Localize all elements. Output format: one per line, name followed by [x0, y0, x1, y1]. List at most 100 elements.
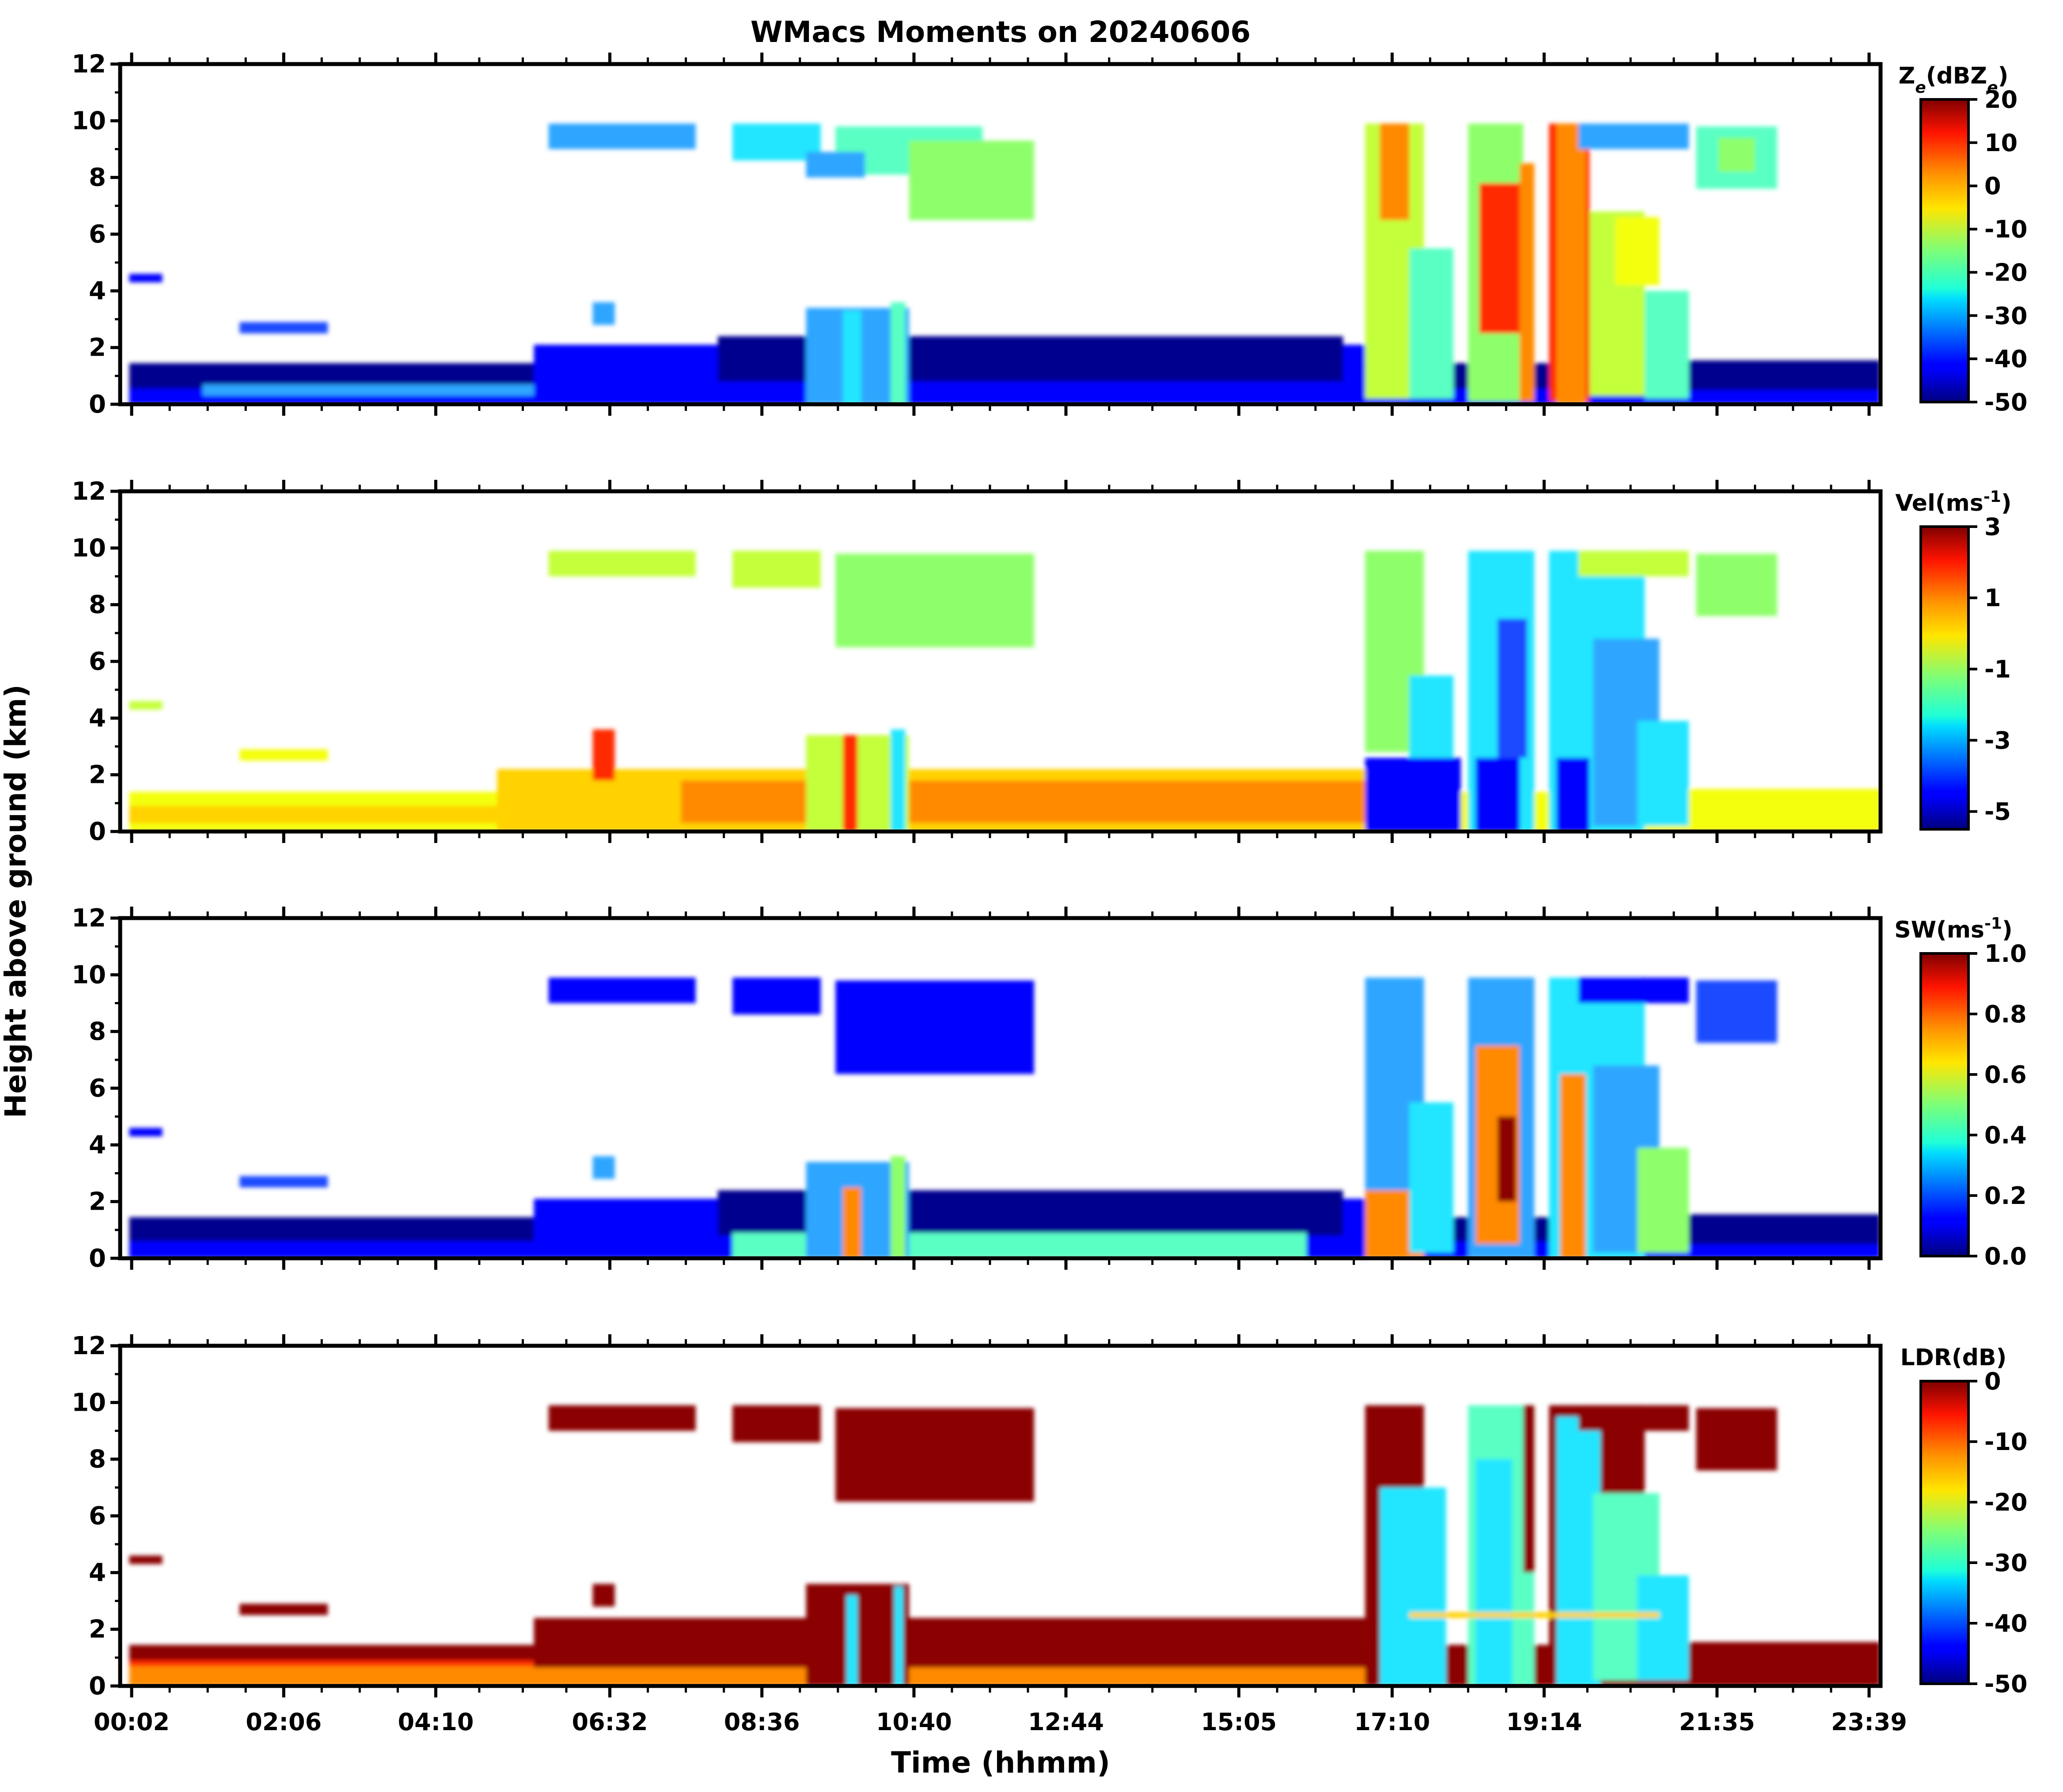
echo-region	[909, 140, 1034, 220]
y-tick-label: 6	[89, 1502, 106, 1530]
colorbar-tick-label: -40	[1984, 1610, 2028, 1637]
y-tick-label: 0	[89, 1672, 106, 1701]
colorbar-reflectivity	[1919, 98, 1970, 403]
colorbar-tick-label: 10	[1984, 129, 2017, 157]
colorbar-tick-label: 0.8	[1984, 1000, 2027, 1028]
echo-region	[1409, 1612, 1660, 1618]
echo-region	[1475, 758, 1520, 831]
colorbar-tick-label: -3	[1984, 727, 2011, 755]
echo-region	[835, 1408, 1034, 1502]
echo-region	[1578, 551, 1689, 577]
echo-region	[1637, 1575, 1689, 1681]
echo-region	[1718, 137, 1755, 172]
echo-region	[1578, 123, 1689, 149]
x-tick-label: 12:44	[1028, 1708, 1104, 1736]
y-tick-label: 8	[89, 163, 106, 192]
y-tick-label: 12	[72, 477, 106, 506]
heatmap-spectrum_width	[129, 977, 1880, 1258]
echo-region	[1556, 123, 1586, 404]
y-tick-label: 12	[72, 1332, 106, 1360]
echo-region	[842, 735, 858, 831]
shared-x-axis-label: Time (hhmm)	[891, 1746, 1110, 1780]
echo-region	[548, 123, 696, 149]
echo-region	[1519, 163, 1535, 402]
echo-region	[732, 1405, 821, 1443]
colorbar-tick-label: -50	[1984, 388, 2028, 416]
echo-region	[835, 554, 1034, 647]
echo-region	[1615, 217, 1660, 285]
figure-title: WMacs Moments on 20240606	[751, 15, 1251, 49]
y-tick-label: 4	[89, 277, 106, 305]
echo-region	[1688, 789, 1880, 831]
y-tick-label: 6	[89, 1074, 106, 1103]
echo-region	[1696, 1408, 1777, 1471]
colorbar-tick-label: -30	[1984, 1549, 2028, 1577]
echo-region	[1380, 1487, 1446, 1686]
colorbar-tick-label: 0.2	[1984, 1182, 2027, 1210]
x-tick-label: 21:35	[1679, 1708, 1755, 1736]
heatmap-ldr	[129, 1405, 1880, 1686]
echo-region	[1475, 1459, 1513, 1686]
echo-region	[129, 273, 163, 283]
echo-region	[592, 302, 615, 325]
echo-region	[239, 1603, 328, 1615]
echo-region	[1645, 291, 1689, 399]
echo-region	[1578, 1405, 1689, 1431]
colorbar-tick-label: -50	[1984, 1670, 2028, 1698]
echo-region	[534, 1667, 1365, 1686]
y-tick-label: 10	[72, 106, 106, 135]
colorbar-tick-label: -30	[1984, 302, 2028, 330]
echo-region	[891, 1156, 906, 1258]
echo-region	[835, 980, 1034, 1074]
echo-region	[548, 1405, 696, 1431]
echo-region	[1696, 554, 1777, 616]
echo-region	[1688, 1642, 1880, 1686]
echo-region	[129, 806, 497, 823]
y-tick-label: 12	[72, 50, 106, 79]
y-tick-label: 6	[89, 220, 106, 249]
echo-region	[548, 551, 696, 577]
echo-region	[1409, 676, 1454, 758]
colorbar-tick-label: 0	[1984, 172, 2001, 200]
heatmap-reflectivity	[129, 123, 1880, 404]
y-tick-label: 2	[89, 1188, 106, 1216]
colorbar-ldr	[1919, 1380, 1970, 1685]
y-tick-label: 4	[89, 1558, 106, 1587]
echo-region	[1696, 980, 1777, 1043]
echo-region	[129, 1128, 163, 1137]
echo-region	[592, 729, 615, 781]
panel-velocity: 0 2 4 6 8 10 12 3 1 -1 -3 -5 Vel(ms-1)	[72, 477, 2012, 846]
y-tick-label: 10	[72, 1388, 106, 1417]
echo-region	[1498, 1116, 1516, 1202]
colorbar-tick-label: -1	[1984, 655, 2011, 683]
colorbar-label: LDR(dB)	[1900, 1344, 2007, 1371]
x-tick-label: 15:05	[1201, 1708, 1277, 1736]
echo-region	[891, 302, 906, 404]
x-tick-label: 08:36	[724, 1708, 800, 1736]
colorbar-tick-label: -10	[1984, 1428, 2028, 1456]
shared-y-axis-label: Height above ground (km)	[0, 684, 33, 1118]
panel-ldr: 0 2 4 6 8 10 12 00:02 02:06 04:10 06:32 08:36 10:40 1…	[72, 1332, 2028, 1736]
x-tick-label: 04:10	[398, 1708, 474, 1736]
x-tick-label: 23:39	[1831, 1708, 1907, 1736]
colorbar-tick-label: 0.0	[1984, 1242, 2027, 1270]
colorbar-label: Vel(ms-1)	[1895, 488, 2011, 517]
echo-region	[1479, 183, 1520, 334]
echo-region	[732, 977, 821, 1015]
x-tick-label: 17:10	[1354, 1708, 1430, 1736]
colorbar-tick-label: 0.6	[1984, 1061, 2027, 1089]
y-tick-label: 8	[89, 591, 106, 619]
colorbar-tick-label: -20	[1984, 258, 2028, 286]
echo-region	[681, 780, 1365, 823]
echo-region	[806, 152, 865, 178]
x-tick-label: 00:02	[94, 1708, 170, 1736]
echo-region	[1498, 619, 1527, 758]
echo-region	[1409, 248, 1454, 399]
colorbar-spectrum_width	[1919, 952, 1970, 1257]
y-tick-label: 4	[89, 704, 106, 733]
colorbar-tick-label: -40	[1984, 345, 2028, 373]
y-tick-label: 2	[89, 761, 106, 790]
colorbar-tick-label: 1.0	[1984, 940, 2027, 968]
colorbar-velocity	[1919, 525, 1970, 831]
